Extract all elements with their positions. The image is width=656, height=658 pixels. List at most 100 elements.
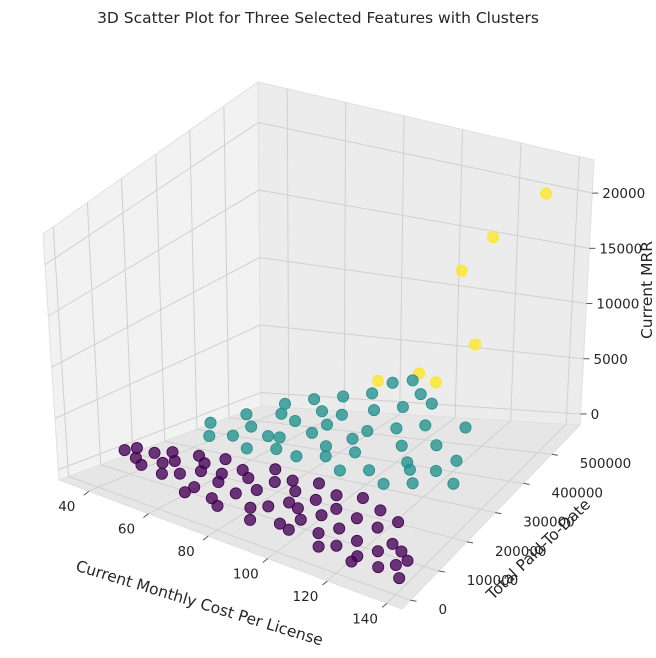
data-point (350, 534, 363, 547)
x-gridline (399, 115, 405, 415)
data-point (178, 486, 191, 499)
data-point (389, 559, 402, 572)
data-point (312, 540, 325, 553)
y-gridline (86, 202, 102, 465)
chart-title: 3D Scatter Plot for Three Selected Featu… (97, 9, 539, 27)
z-gridline (51, 257, 260, 368)
z-gridline (259, 257, 587, 305)
data-point (333, 522, 346, 535)
data-point (212, 475, 225, 488)
data-point (282, 523, 295, 536)
grid-lines (44, 88, 593, 604)
data-point (366, 387, 379, 400)
data-point (348, 446, 361, 459)
data-point (333, 464, 346, 477)
data-point (275, 407, 288, 420)
data-point (406, 374, 419, 387)
data-point (312, 477, 325, 490)
data-point (289, 414, 302, 427)
x-tick-label: 140 (352, 611, 378, 627)
data-point (393, 572, 406, 585)
x-gridline (88, 407, 289, 492)
x-tick-label: 100 (233, 567, 259, 583)
z-gridline (258, 189, 590, 249)
data-point (194, 465, 207, 478)
data-point (305, 426, 318, 439)
data-point (455, 264, 468, 277)
data-point (392, 516, 405, 529)
data-point (273, 431, 286, 444)
data-point (118, 444, 131, 457)
y-gridline (120, 178, 134, 454)
data-point (371, 545, 384, 558)
z-tick-label: 15000 (599, 241, 642, 257)
data-point (308, 393, 321, 406)
y-tick-mark (495, 512, 502, 515)
z-gridline (48, 189, 260, 317)
y-gridline (164, 440, 496, 514)
data-point (372, 561, 385, 574)
data-point (447, 477, 460, 490)
y-tick-label: 200000 (495, 544, 547, 560)
data-point (540, 187, 553, 200)
y-tick-mark (523, 482, 530, 485)
y-tick-mark (466, 541, 474, 544)
x-tick-mark (83, 490, 90, 496)
data-point (430, 439, 443, 452)
data-point (315, 405, 328, 418)
data-point (419, 419, 432, 432)
z-axis-label: Current MRR (638, 241, 656, 339)
data-point (188, 481, 201, 494)
data-point (262, 430, 275, 443)
y-tick-label: 300000 (523, 515, 575, 531)
data-point (371, 521, 384, 534)
data-point (156, 456, 169, 469)
y-tick-label: 100000 (467, 573, 519, 589)
data-point (330, 502, 343, 515)
data-point (173, 467, 186, 480)
z-gridline (258, 122, 593, 194)
x-gridline (286, 88, 290, 408)
data-point (469, 338, 482, 351)
data-point (386, 376, 399, 389)
x-axis-label: Current Monthly Cost Per License (74, 557, 326, 650)
x-gridline (565, 156, 580, 425)
data-point (244, 501, 257, 514)
y-tick-label: 400000 (551, 485, 603, 501)
y-gridline (155, 154, 166, 442)
z-gridline (58, 392, 262, 471)
data-point (242, 471, 255, 484)
y-tick-label: 0 (438, 602, 447, 618)
data-point (219, 453, 232, 466)
data-point (289, 485, 302, 498)
x-tick-label: 120 (293, 589, 319, 605)
data-point (403, 463, 416, 476)
data-point (350, 512, 363, 525)
data-point (312, 527, 325, 540)
x-tick-mark (322, 580, 328, 586)
z-tick-label: 10000 (596, 297, 639, 313)
data-point (270, 442, 283, 455)
data-point (374, 504, 387, 517)
data-point (346, 432, 359, 445)
data-point (377, 477, 390, 490)
data-point (367, 404, 380, 417)
data-point (148, 446, 161, 459)
z-gridline (260, 324, 584, 360)
x-tick-mark (143, 513, 149, 519)
x-tick-mark (381, 603, 388, 608)
data-point (291, 502, 304, 515)
data-point (155, 467, 168, 480)
y-gridline (132, 452, 468, 543)
data-point (294, 513, 307, 526)
y-gridline (223, 106, 230, 418)
data-point (330, 539, 343, 552)
x-gridline (386, 423, 567, 604)
data-point (330, 489, 343, 502)
data-point (130, 441, 143, 454)
data-point (320, 418, 333, 431)
data-point (386, 537, 399, 550)
data-point (361, 424, 374, 437)
data-point (429, 376, 442, 389)
y-gridline (68, 476, 411, 601)
